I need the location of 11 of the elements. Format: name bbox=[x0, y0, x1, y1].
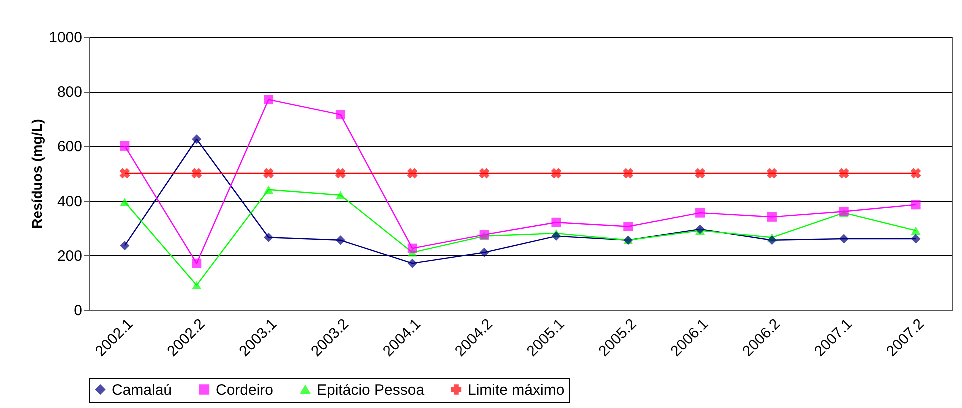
y-tick-label: 0 bbox=[74, 302, 82, 320]
y-axis-title: Resíduos (mg/L) bbox=[29, 119, 46, 229]
y-tick-label: 200 bbox=[57, 248, 82, 265]
y-tick-label: 800 bbox=[57, 84, 82, 102]
legend-label: Cordeiro bbox=[216, 382, 274, 399]
y-tick-label: 1000 bbox=[49, 30, 82, 46]
legend-label: Limite máximo bbox=[468, 382, 565, 399]
legend-label: Epitácio Pessoa bbox=[317, 382, 426, 399]
y-tick-label: 600 bbox=[57, 138, 82, 156]
y-tick-label: 400 bbox=[57, 193, 82, 210]
legend-label: Camalaú bbox=[112, 382, 172, 399]
